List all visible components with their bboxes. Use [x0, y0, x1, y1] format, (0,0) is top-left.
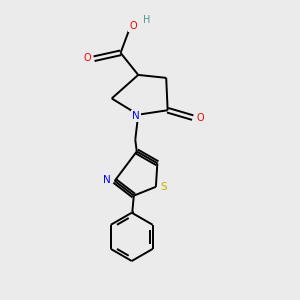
Text: O: O	[129, 21, 137, 31]
Text: O: O	[84, 53, 92, 63]
Text: O: O	[196, 113, 204, 123]
Text: N: N	[103, 175, 110, 185]
Text: S: S	[161, 182, 167, 192]
Text: H: H	[143, 15, 151, 25]
Text: N: N	[132, 111, 140, 121]
